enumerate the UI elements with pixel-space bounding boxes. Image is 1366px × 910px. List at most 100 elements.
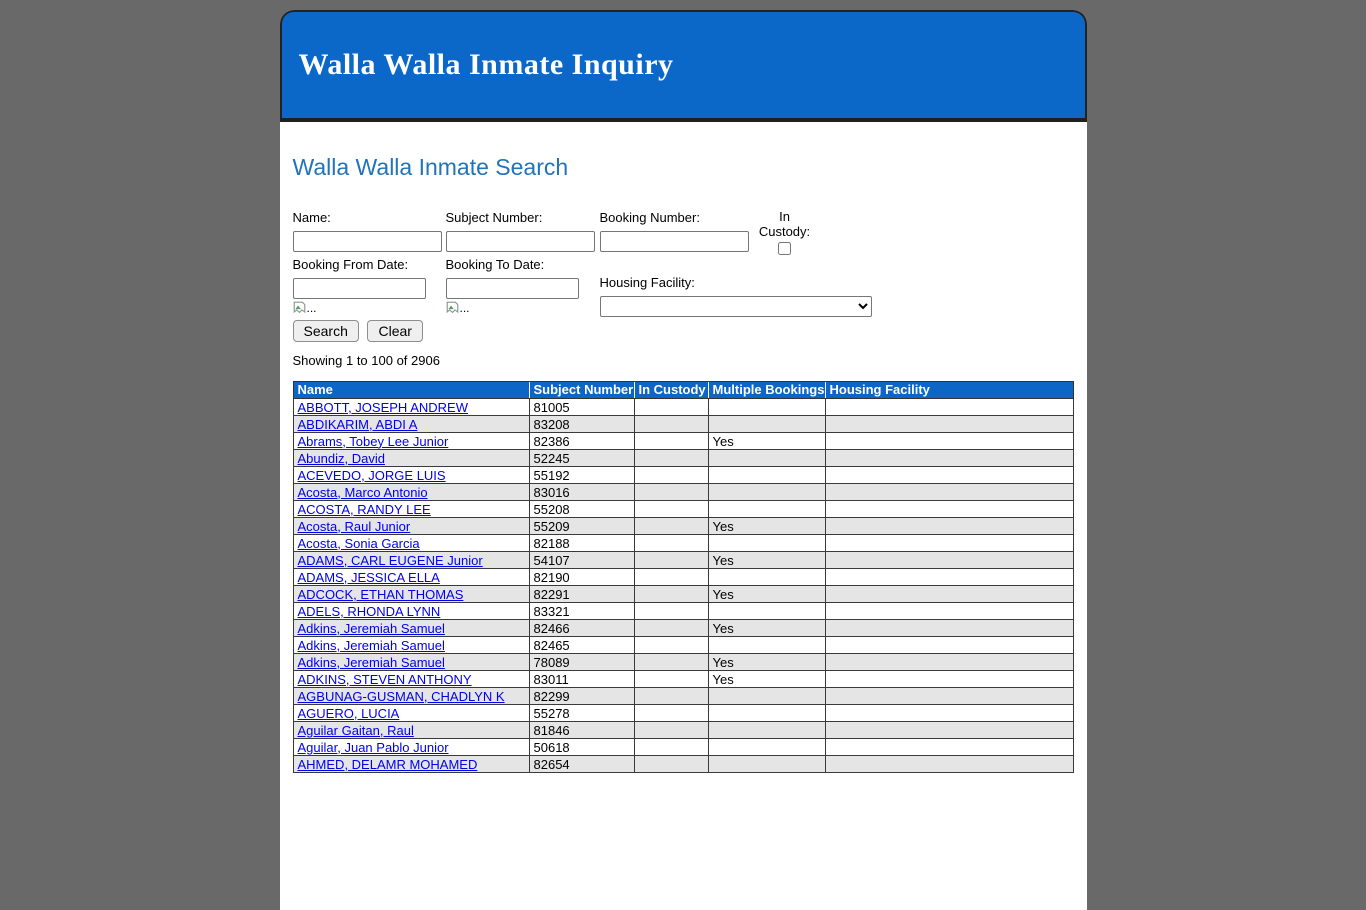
inmate-name-link[interactable]: Aguilar Gaitan, Raul [297,722,414,738]
subject-number-cell: 83321 [528,602,635,620]
housing-facility-select[interactable] [599,296,872,317]
inmate-name-cell: Aguilar Gaitan, Raul [292,721,530,739]
in-custody-cell [633,483,709,501]
inmate-name-cell: ACEVEDO, JORGE LUIS [292,466,530,484]
in-custody-field-group: In Custody: [754,209,816,258]
column-header-housing-facility: Housing Facility [824,381,1074,399]
table-row: ADKINS, STEVEN ANTHONY 83011 Yes [292,670,1074,688]
inmate-name-link[interactable]: Acosta, Marco Antonio [297,484,428,500]
results-summary: Showing 1 to 100 of 2906 [292,353,440,368]
inmate-name-link[interactable]: Abrams, Tobey Lee Junior [297,433,449,449]
inmate-name-link[interactable]: ADAMS, JESSICA ELLA [297,569,440,585]
subject-number-field-group: Subject Number: [445,210,595,252]
table-row: Abrams, Tobey Lee Junior 82386 Yes [292,432,1074,450]
multiple-bookings-cell [707,415,826,433]
in-custody-cell [633,704,709,722]
subject-number-cell: 82465 [528,636,635,654]
booking-to-label: Booking To Date: [445,257,545,272]
housing-facility-cell [824,687,1074,705]
housing-facility-cell [824,653,1074,671]
inmate-name-cell: ADAMS, CARL EUGENE Junior [292,551,530,569]
clear-button[interactable]: Clear [367,320,423,342]
housing-facility-cell [824,449,1074,467]
subject-number-cell: 82654 [528,755,635,773]
inmate-table-body: ABBOTT, JOSEPH ANDREW 81005 ABDIKARIM, ABD… [292,398,1074,773]
inmate-name-link[interactable]: ADELS, RHONDA LYNN [297,603,441,619]
inmate-name-link[interactable]: AGBUNAG-GUSMAN, CHADLYN K [297,688,505,704]
inmate-name-link[interactable]: ABBOTT, JOSEPH ANDREW [297,399,468,415]
multiple-bookings-cell [707,568,826,586]
in-custody-cell [633,636,709,654]
inmate-name-link[interactable]: ADAMS, CARL EUGENE Junior [297,552,483,568]
housing-facility-cell [824,704,1074,722]
inmate-name-link[interactable]: Abundiz, David [297,450,385,466]
inmate-name-link[interactable]: Adkins, Jeremiah Samuel [297,620,445,636]
inmate-name-link[interactable]: ACOSTA, RANDY LEE [297,501,431,517]
in-custody-cell [633,449,709,467]
subject-number-cell: 55192 [528,466,635,484]
multiple-bookings-cell: Yes [707,432,826,450]
inmate-name-cell: Adkins, Jeremiah Samuel [292,636,530,654]
inmate-name-cell: ADAMS, JESSICA ELLA [292,568,530,586]
multiple-bookings-cell: Yes [707,551,826,569]
booking-to-calendar-trigger[interactable]: ... [446,301,579,314]
in-custody-cell [633,721,709,739]
housing-facility-cell [824,432,1074,450]
housing-facility-field-group: Housing Facility: [599,275,872,317]
subject-number-cell: 55208 [528,500,635,518]
in-custody-cell [633,551,709,569]
in-custody-cell [633,568,709,586]
inmate-name-cell: Acosta, Sonia Garcia [292,534,530,552]
table-row: ADELS, RHONDA LYNN 83321 [292,602,1074,620]
in-custody-checkbox[interactable] [778,242,791,255]
inmate-name-cell: AGBUNAG-GUSMAN, CHADLYN K [292,687,530,705]
inmate-name-link[interactable]: AHMED, DELAMR MOHAMED [297,756,478,772]
inmate-name-cell: ADELS, RHONDA LYNN [292,602,530,620]
search-button[interactable]: Search [292,320,359,342]
inmate-name-link[interactable]: Adkins, Jeremiah Samuel [297,637,445,653]
booking-from-input[interactable] [292,278,426,299]
column-header-in-custody: In Custody [633,381,708,399]
housing-facility-cell [824,636,1074,654]
table-row: ADAMS, JESSICA ELLA 82190 [292,568,1074,586]
inmate-name-link[interactable]: AGUERO, LUCIA [297,705,400,721]
multiple-bookings-cell [707,534,826,552]
in-custody-cell [633,398,709,416]
in-custody-cell [633,619,709,637]
inmate-name-link[interactable]: ACEVEDO, JORGE LUIS [297,467,446,483]
inmate-name-link[interactable]: ADCOCK, ETHAN THOMAS [297,586,464,602]
housing-facility-cell [824,466,1074,484]
housing-facility-cell [824,670,1074,688]
name-input[interactable] [292,231,442,252]
inmate-name-link[interactable]: ADKINS, STEVEN ANTHONY [297,671,472,687]
multiple-bookings-cell [707,704,826,722]
inmate-name-link[interactable]: Acosta, Sonia Garcia [297,535,420,551]
booking-number-input[interactable] [599,231,749,252]
housing-facility-cell [824,602,1074,620]
table-row: AGBUNAG-GUSMAN, CHADLYN K 82299 [292,687,1074,705]
in-custody-label: In Custody: [758,209,811,239]
multiple-bookings-cell [707,483,826,501]
subject-number-input[interactable] [445,231,595,252]
inmate-name-link[interactable]: Acosta, Raul Junior [297,518,411,534]
name-field-group: Name: [292,210,442,252]
table-row: Abundiz, David 52245 [292,449,1074,467]
housing-facility-cell [824,483,1074,501]
page-title: Walla Walla Inmate Inquiry [298,48,674,81]
housing-facility-cell [824,551,1074,569]
booking-from-calendar-trigger[interactable]: ... [293,301,426,314]
housing-facility-cell [824,755,1074,773]
table-row: ACOSTA, RANDY LEE 55208 [292,500,1074,518]
subject-number-cell: 82291 [528,585,635,603]
multiple-bookings-cell [707,738,826,756]
inmate-name-link[interactable]: ABDIKARIM, ABDI A [297,416,418,432]
multiple-bookings-cell [707,500,826,518]
subject-number-cell: 82188 [528,534,635,552]
subject-number-cell: 81005 [528,398,635,416]
subject-number-cell: 78089 [528,653,635,671]
inmate-name-cell: AGUERO, LUCIA [292,704,530,722]
booking-to-input[interactable] [445,278,579,299]
booking-number-label: Booking Number: [599,210,700,225]
inmate-name-link[interactable]: Aguilar, Juan Pablo Junior [297,739,449,755]
inmate-name-link[interactable]: Adkins, Jeremiah Samuel [297,654,445,670]
